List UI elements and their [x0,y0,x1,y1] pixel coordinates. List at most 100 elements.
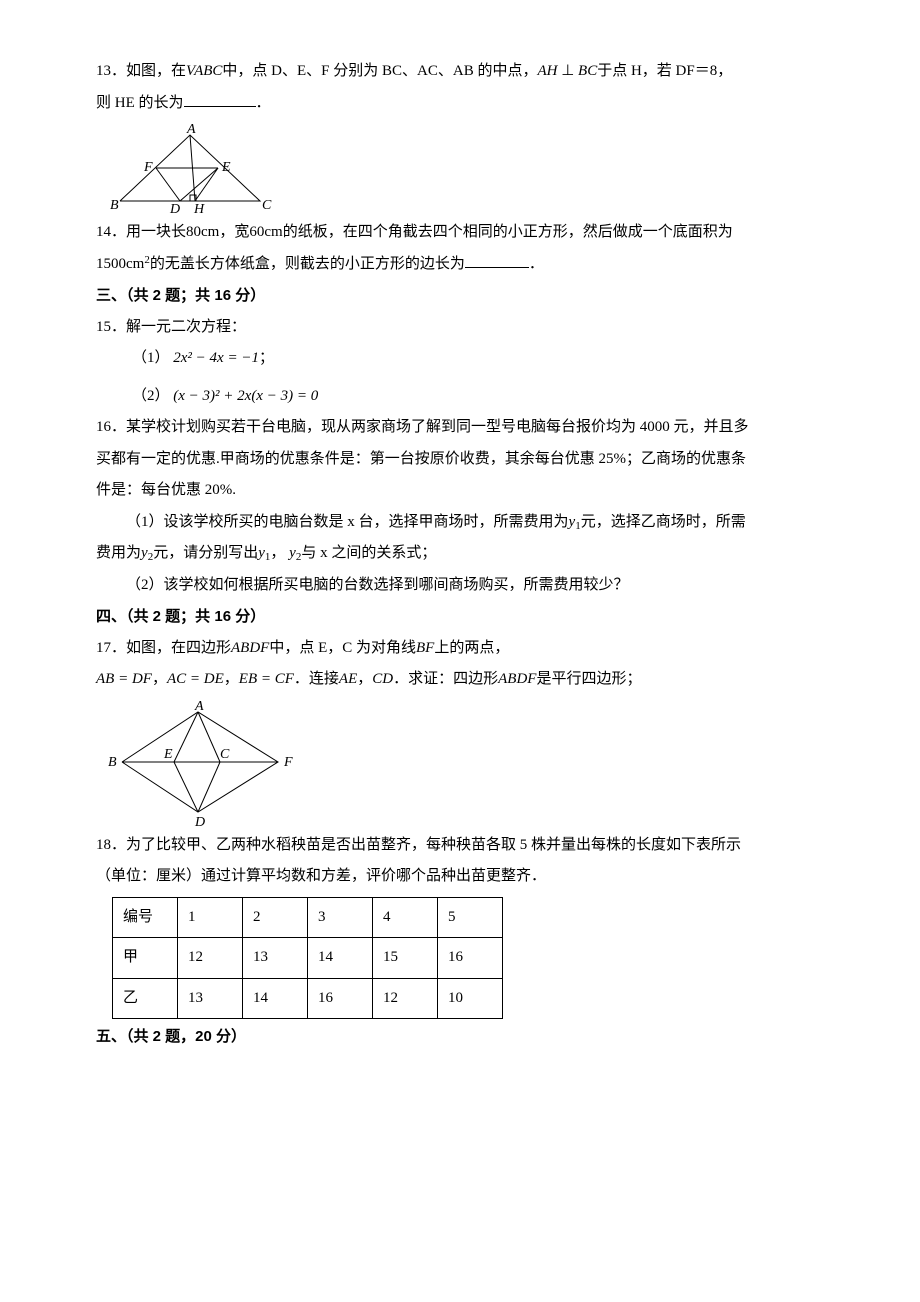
td: 甲 [113,938,178,979]
q13-fig-B: B [110,198,119,213]
q16-p1-line2: 费用为y2元，请分别写出y1， y2与 x 之间的关系式； [96,538,840,570]
td: 乙 [113,978,178,1019]
q13-period: ． [256,95,271,111]
q13-figure: A B C D E F H [102,121,840,215]
q17-l1b: 中，点 E，C 为对角线 [269,640,416,656]
q18-table: 编号 1 2 3 4 5 甲 12 13 14 15 16 乙 13 14 16… [112,897,503,1020]
td: 14 [308,938,373,979]
q13-ah: AH [537,63,557,79]
q17-l2c: EB = CF [239,671,294,687]
q14-line1: 14．用一块长80cm，宽60cm的纸板，在四个角截去四个相同的小正方形，然后做… [96,217,840,249]
q17-l1c: 上的两点， [434,640,509,656]
q15-head: 15．解一元二次方程： [96,312,840,344]
q14-line2: 1500cm2的无盖长方体纸盒，则截去的小正方形的边长为． [96,249,840,281]
td: 14 [243,978,308,1019]
q14-period: ． [529,256,544,272]
q17-abdf: ABDF [231,640,269,656]
q16-p1d: 元，请分别写出 [153,545,258,561]
q13-line1: 13．如图，在VABC中，点 D、E、F 分别为 BC、AC、AB 的中点，AH… [96,56,840,88]
th-2: 2 [243,897,308,938]
q17-fig-D: D [194,815,205,828]
q17-cma3: ， [357,671,372,687]
q14-text-c: 的纸板，在四个角截去四个相同的小正方形，然后做成一个底面积为 [283,224,733,240]
td: 13 [243,938,308,979]
q15-eq2: （2） (x − 3)² + 2x(x − 3) = 0 [132,381,840,413]
q17-fig-C: C [220,747,230,762]
q14-text-b: ，宽 [219,224,249,240]
q14-text-a: 14．用一块长 [96,224,186,240]
td: 12 [178,938,243,979]
q14-blank [465,252,529,268]
td: 10 [438,978,503,1019]
q17-line1: 17．如图，在四边形ABDF中，点 E，C 为对角线BF上的两点， [96,633,840,665]
q13-text-c: 于点 H，若 DF＝8， [597,63,732,79]
q13-fig-F: F [143,160,153,175]
q17-l2e: ．求证：四边形 [393,671,498,687]
q16-y2b: y [289,545,296,561]
q17-fig-B: B [108,755,117,770]
q17-cma1: ， [152,671,167,687]
td: 15 [373,938,438,979]
th-label: 编号 [113,897,178,938]
q17-l2b: AC = DE [167,671,224,687]
q15-p1-tail: ； [259,350,274,366]
table-row: 编号 1 2 3 4 5 [113,897,503,938]
section-3-head: 三、（共 2 题；共 16 分） [96,280,840,312]
q16-l3: 件是：每台优惠 20%. [96,475,840,507]
q17-cma2: ， [224,671,239,687]
section-5-head: 五、（共 2 题，20 分） [96,1021,840,1053]
q13-fig-H: H [193,202,205,215]
th-5: 5 [438,897,503,938]
q14-wid: 60cm [249,224,282,240]
q18-l2: （单位：厘米）通过计算平均数和方差，评价哪个品种出苗更整齐． [96,861,840,893]
td: 16 [438,938,503,979]
q15-eq1: （1） 2x² − 4x = −1； [132,343,840,375]
q13-blank [184,91,256,107]
q13-perp: ⊥ [557,63,578,79]
q17-fig-A: A [194,699,204,714]
q14-len: 80cm [186,224,219,240]
q13-bc: BC [578,63,597,79]
q16-p1a: （1）设该学校所买的电脑台数是 x 台，选择甲商场时，所需费用为 [126,514,569,530]
q13-fig-A: A [186,122,196,137]
q13-tri: V [186,63,194,79]
th-4: 4 [373,897,438,938]
q16-p2: （2）该学校如何根据所买电脑的台数选择到哪间商场购买，所需费用较少？ [96,570,840,602]
q13-fig-C: C [262,198,272,213]
q15-p1-expr: 2x² − 4x = −1 [173,350,259,366]
q17-line2: AB = DF，AC = DE，EB = CF．连接AE，CD．求证：四边形AB… [96,664,840,696]
td: 12 [373,978,438,1019]
th-3: 3 [308,897,373,938]
q13-text-b: 中，点 D、E、F 分别为 BC、AC、AB 的中点， [222,63,537,79]
q15-p1-label: （1） [132,350,170,366]
q13-fig-D: D [169,202,180,215]
q17-fig-F: F [283,755,293,770]
q16-l1: 16．某学校计划购买若干台电脑，现从两家商场了解到同一型号电脑每台报价均为 40… [96,412,840,444]
q15-p2-expr: (x − 3)² + 2x(x − 3) = 0 [173,388,318,404]
table-row: 甲 12 13 14 15 16 [113,938,503,979]
q15-p2-label: （2） [132,388,170,404]
q16-l2: 买都有一定的优惠.甲商场的优惠条件是：第一台按原价收费，其余每台优惠 25%；乙… [96,444,840,476]
q13-fig-E: E [221,160,231,175]
q17-fig-E: E [163,747,173,762]
q14-text-d: 的无盖长方体纸盒，则截去的小正方形的边长为 [150,256,465,272]
q16-y2: y [141,545,148,561]
q18-l1: 18．为了比较甲、乙两种水稻秧苗是否出苗整齐，每种秧苗各取 5 株并量出每株的长… [96,830,840,862]
td: 13 [178,978,243,1019]
section-4-head: 四、（共 2 题；共 16 分） [96,601,840,633]
q14-area: 1500cm [96,256,144,272]
q17-figure: A B F D E C [102,698,840,828]
q16-comma: ， [270,545,285,561]
q17-l2f: 是平行四边形； [536,671,641,687]
q13-text-a: 13．如图，在 [96,63,186,79]
table-row: 乙 13 14 16 12 10 [113,978,503,1019]
td: 16 [308,978,373,1019]
q17-l1a: 17．如图，在四边形 [96,640,231,656]
q16-p1c: 费用为 [96,545,141,561]
q17-bf: BF [416,640,434,656]
q16-p1-line1: （1）设该学校所买的电脑台数是 x 台，选择甲商场时，所需费用为y1元，选择乙商… [96,507,840,539]
q16-p1b: 元，选择乙商场时，所需 [581,514,746,530]
q17-abdf2: ABDF [498,671,536,687]
q17-l2d: ．连接 [294,671,339,687]
q16-p1e: 与 x 之间的关系式； [301,545,436,561]
